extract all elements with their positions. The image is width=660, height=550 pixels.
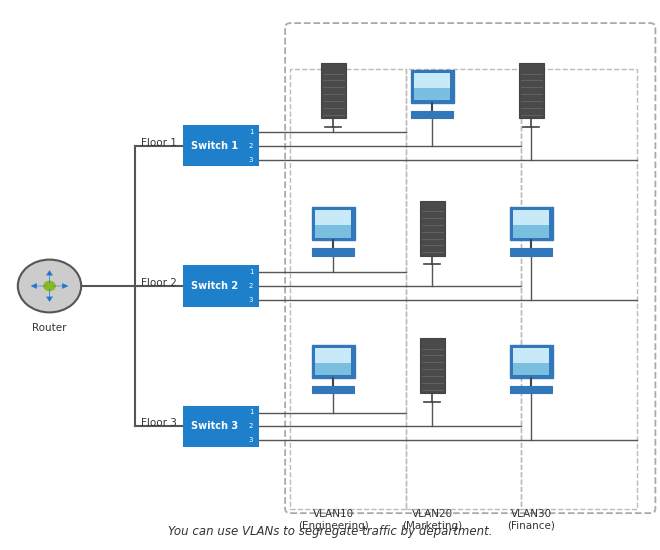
FancyBboxPatch shape [315, 226, 352, 238]
Text: 1: 1 [249, 410, 253, 415]
Text: 2: 2 [249, 283, 253, 289]
FancyBboxPatch shape [414, 73, 451, 88]
FancyArrow shape [53, 283, 69, 289]
Circle shape [43, 280, 56, 292]
Text: Floor 3: Floor 3 [141, 419, 177, 428]
FancyBboxPatch shape [414, 88, 451, 100]
Text: VLAN30
(Finance): VLAN30 (Finance) [508, 509, 555, 531]
FancyBboxPatch shape [321, 63, 346, 118]
Text: 2: 2 [249, 143, 253, 148]
Text: VLAN10
(Engineering): VLAN10 (Engineering) [298, 509, 369, 531]
FancyBboxPatch shape [510, 345, 553, 378]
FancyBboxPatch shape [519, 63, 544, 118]
FancyBboxPatch shape [513, 210, 549, 225]
Text: Switch 2: Switch 2 [191, 281, 239, 291]
FancyBboxPatch shape [510, 248, 552, 256]
FancyBboxPatch shape [312, 248, 354, 256]
FancyBboxPatch shape [411, 111, 453, 118]
FancyBboxPatch shape [315, 210, 352, 225]
Text: 1: 1 [249, 129, 253, 135]
Text: Floor 1: Floor 1 [141, 138, 177, 148]
Text: You can use VLANs to segregate traffic by department.: You can use VLANs to segregate traffic b… [168, 525, 492, 538]
Text: Floor 2: Floor 2 [141, 278, 177, 288]
FancyBboxPatch shape [315, 348, 352, 363]
FancyBboxPatch shape [513, 348, 549, 363]
FancyBboxPatch shape [420, 201, 445, 256]
FancyBboxPatch shape [510, 207, 553, 240]
FancyArrow shape [46, 270, 53, 283]
FancyArrow shape [46, 289, 53, 302]
FancyBboxPatch shape [510, 386, 552, 393]
FancyBboxPatch shape [312, 345, 355, 378]
Text: 3: 3 [249, 297, 253, 302]
FancyBboxPatch shape [411, 70, 454, 103]
Text: Router: Router [32, 323, 67, 333]
FancyBboxPatch shape [183, 266, 259, 307]
FancyBboxPatch shape [183, 125, 259, 166]
Text: VLAN20
(Marketing): VLAN20 (Marketing) [402, 509, 463, 531]
Text: 3: 3 [249, 437, 253, 443]
Text: 1: 1 [249, 270, 253, 275]
FancyBboxPatch shape [183, 406, 259, 447]
FancyArrow shape [30, 283, 46, 289]
FancyBboxPatch shape [312, 386, 354, 393]
Text: Switch 3: Switch 3 [191, 421, 239, 431]
FancyBboxPatch shape [420, 338, 445, 393]
FancyBboxPatch shape [513, 226, 549, 238]
FancyBboxPatch shape [513, 363, 549, 375]
Text: 3: 3 [249, 157, 253, 162]
FancyBboxPatch shape [315, 363, 352, 375]
FancyBboxPatch shape [312, 207, 355, 240]
Text: 2: 2 [249, 424, 253, 429]
Text: Switch 1: Switch 1 [191, 141, 239, 151]
Circle shape [18, 260, 81, 312]
